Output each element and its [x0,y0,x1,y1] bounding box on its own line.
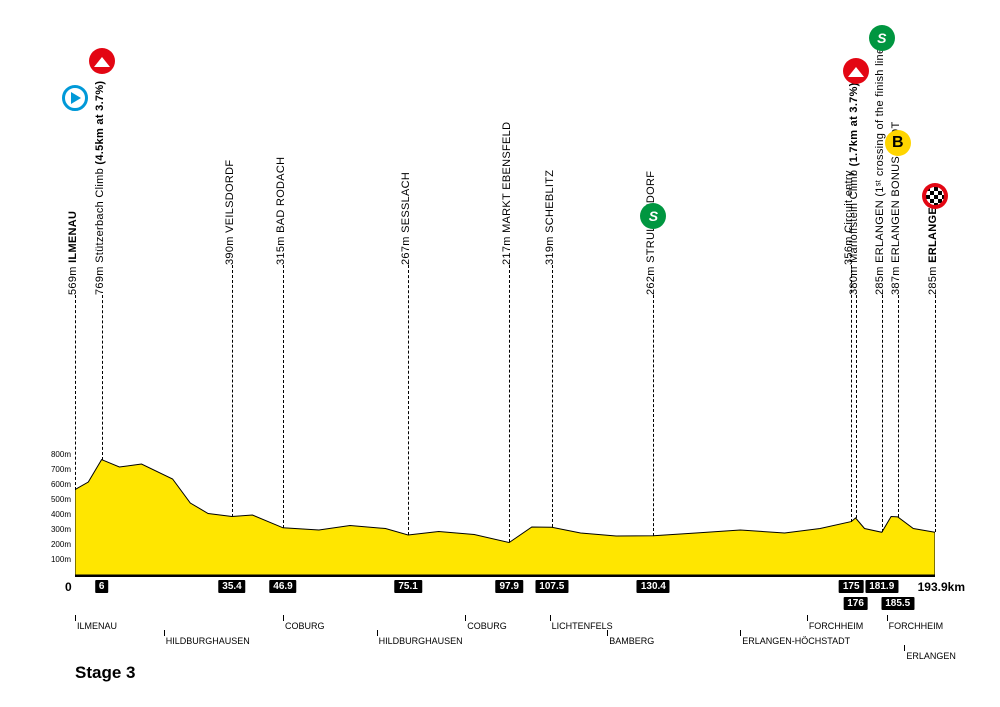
y-tick-700: 700m [35,466,71,474]
waypoint-label: 380m Marloffstein Climb (1.7km at 3.7%) [848,82,860,295]
stage-profile-chart: 100m 200m 300m 400m 500m 600m 700m 800m 569m IL… [35,25,965,675]
bonus-icon: B [885,130,911,156]
waypoint-label: 569m ILMENAU [67,211,79,295]
km-label: 6 [95,580,109,593]
waypoint-label: 267m SESSLACH [400,172,412,265]
mountain-icon [89,48,115,74]
waypoint-line [509,265,510,542]
waypoint-label: 319m SCHEBLITZ [544,170,556,265]
y-tick-300: 300m [35,526,71,534]
y-tick-500: 500m [35,496,71,504]
x-axis [75,575,935,577]
km-label: 35.4 [218,580,245,593]
profile-svg [75,455,935,575]
waypoint-label: 285m ERLANGEN [927,199,939,295]
km-label: 185.5 [881,597,914,610]
finish-icon [922,183,948,209]
km-label: 75.1 [394,580,421,593]
waypoint-label: 315m BAD RODACH [275,157,287,265]
waypoint-line [898,295,899,517]
waypoint-line [882,295,883,532]
stage-title: Stage 3 [75,663,135,683]
waypoint-line [283,265,284,528]
km-label: 176 [843,597,868,610]
waypoint-label: 217m MARKT EBENSFELD [501,122,513,265]
waypoint-label: 390m VEILSDORDF [224,160,236,265]
km-label: 175 [839,580,864,593]
waypoint-line [851,265,852,522]
y-tick-600: 600m [35,481,71,489]
y-tick-400: 400m [35,511,71,519]
waypoint-line [935,295,936,532]
km-label: 181.9 [865,580,898,593]
sprint-icon: S [869,25,895,51]
km-label: 130.4 [637,580,670,593]
km-end-label: 193.9km [918,580,965,594]
y-tick-100: 100m [35,556,71,564]
y-tick-800: 800m [35,451,71,459]
km-start-label: 0 [65,580,72,594]
waypoint-line [408,265,409,535]
waypoint-line [856,295,857,518]
waypoint-line [75,295,76,490]
mountain-icon [843,58,869,84]
waypoint-line [232,265,233,517]
y-tick-200: 200m [35,541,71,549]
km-label: 107.5 [535,580,568,593]
sprint-icon: S [640,203,666,229]
waypoint-label: 769m Stützerbach Climb (4.5km at 3.7%) [94,81,106,295]
start-icon [62,85,88,111]
elevation-profile [75,455,935,575]
waypoint-line [653,295,654,536]
waypoint-line [102,295,103,460]
waypoint-line [552,265,553,527]
waypoint-label: 285m ERLANGEN (1ˢᵗ crossing of the finis… [874,44,886,295]
km-label: 97.9 [495,580,522,593]
km-label: 46.9 [269,580,296,593]
y-axis: 100m200m300m400m500m600m700m800m [35,455,73,575]
waypoint-label: 262m STRULLENDORF [645,171,657,295]
